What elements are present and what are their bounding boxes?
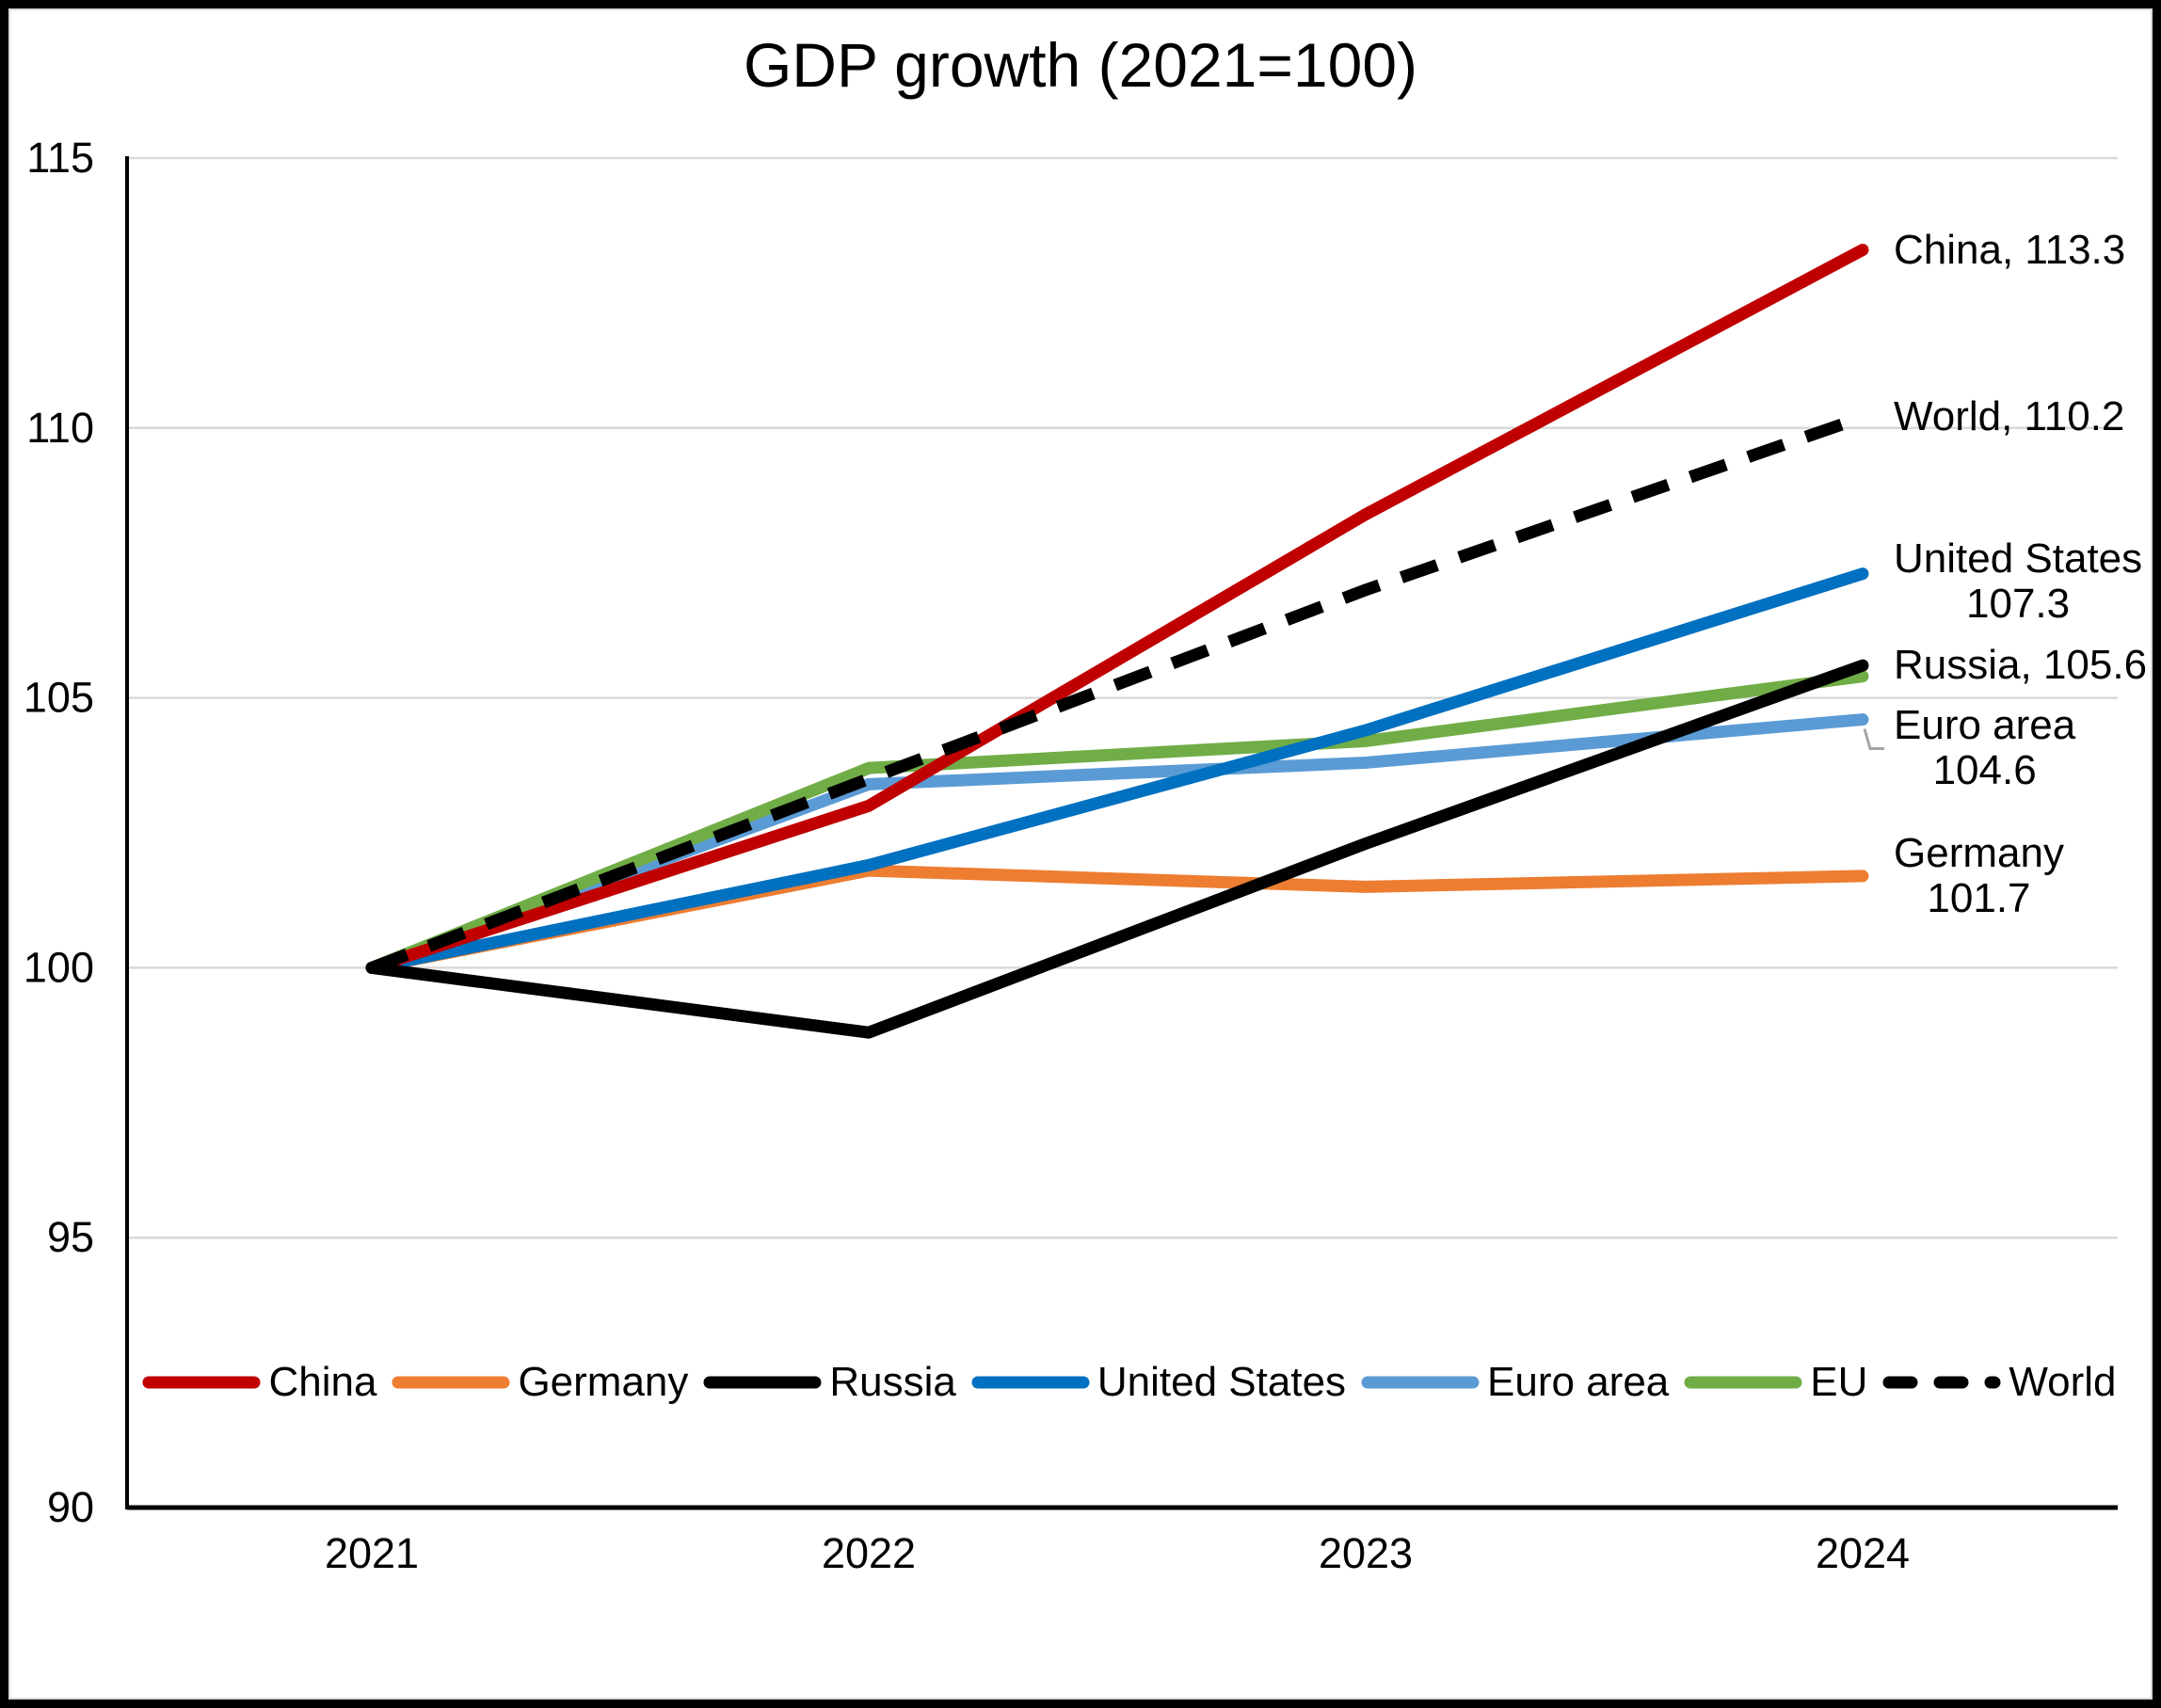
chart-title: GDP growth (2021=100) <box>743 30 1418 100</box>
euro-area-label-leader-line <box>1863 728 1884 751</box>
y-tick-label-115: 115 <box>26 134 94 182</box>
series-line-china <box>365 244 1869 974</box>
legend-label-germany: Germany <box>518 1359 689 1405</box>
x-tick-label-2022: 2022 <box>822 1529 916 1577</box>
legend-label-china: China <box>268 1359 377 1405</box>
legend-label-world: World <box>2009 1359 2117 1405</box>
legend-swatch-world-dashed-line <box>1882 1376 2001 1389</box>
end-label-euro-area-line-1: Euro area <box>1894 701 2076 748</box>
end-label-world-line-1: World, 110.2 <box>1894 393 2125 440</box>
x-tick-label-2023: 2023 <box>1319 1529 1413 1577</box>
y-tick-label-105: 105 <box>24 674 94 722</box>
legend-swatch-eu-line <box>1684 1376 1802 1389</box>
end-label-russia: Russia, 105.6 <box>1894 643 2147 688</box>
end-label-china: China, 113.3 <box>1894 226 2126 273</box>
chart-legend: China Germany Russia United States Euro area… <box>113 1356 2146 1409</box>
end-label-euro-area: Euro area 104.6 <box>1894 701 2076 793</box>
legend-item-russia: Russia <box>703 1359 956 1406</box>
end-label-euro-area-line-2: 104.6 <box>1932 746 2037 793</box>
x-tick-label-2021: 2021 <box>325 1529 419 1577</box>
series-line-world <box>369 411 1865 974</box>
end-label-china-line-1: China, 113.3 <box>1894 226 2126 273</box>
series-line-united-states <box>365 567 1869 974</box>
legend-item-world: World <box>1882 1359 2117 1406</box>
end-label-germany-line-1: Germany <box>1894 829 2064 876</box>
end-label-world: World, 110.2 <box>1894 394 2124 439</box>
end-label-germany-line-2: 101.7 <box>1927 874 2031 921</box>
end-label-united-states-line-1: United States <box>1894 535 2143 582</box>
legend-swatch-germany-line <box>392 1376 510 1389</box>
legend-swatch-united-states-line <box>971 1376 1090 1389</box>
series-line-russia <box>365 659 1869 1039</box>
end-label-germany: Germany 101.7 <box>1894 829 2064 921</box>
legend-item-united-states: United States <box>971 1359 1346 1406</box>
legend-swatch-china-line <box>142 1376 261 1389</box>
legend-item-germany: Germany <box>392 1359 688 1406</box>
y-tick-label-110: 110 <box>26 404 94 452</box>
legend-item-eu: EU <box>1684 1359 1867 1406</box>
x-tick-label-2024: 2024 <box>1816 1529 1910 1577</box>
y-tick-label-90: 90 <box>47 1483 94 1531</box>
legend-label-euro-area: Euro area <box>1487 1359 1670 1405</box>
y-tick-label-95: 95 <box>47 1213 94 1261</box>
legend-swatch-russia-line <box>703 1376 822 1389</box>
legend-swatch-euro-area-line <box>1361 1376 1480 1389</box>
legend-label-russia: Russia <box>829 1359 956 1405</box>
legend-label-united-states: United States <box>1097 1359 1347 1405</box>
end-label-united-states-line-2: 107.3 <box>1966 580 2071 627</box>
end-label-russia-line-1: Russia, 105.6 <box>1894 642 2148 689</box>
legend-item-china: China <box>142 1359 376 1406</box>
legend-item-euro-area: Euro area <box>1361 1359 1669 1406</box>
end-label-united-states: United States 107.3 <box>1894 535 2143 627</box>
legend-label-eu: EU <box>1810 1359 1868 1405</box>
y-tick-label-100: 100 <box>24 943 94 991</box>
